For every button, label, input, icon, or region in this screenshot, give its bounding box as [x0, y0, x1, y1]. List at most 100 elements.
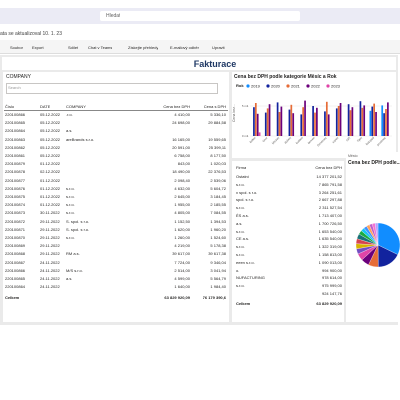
toolbar-item[interactable]: E-mailový odběr: [170, 45, 199, 50]
bar-panel: [232, 72, 396, 158]
bar: [375, 112, 377, 136]
table-cell: 05.12.2022: [40, 144, 61, 150]
bar: [253, 107, 255, 136]
toolbar: [0, 40, 400, 54]
bar: [316, 107, 318, 136]
table-cell: 843,00: [177, 161, 190, 167]
legend-marker: [326, 84, 330, 88]
bar: [254, 103, 257, 136]
y-tick-label: 5 mil.: [242, 104, 249, 108]
table-cell: 1 394,53: [210, 218, 226, 224]
bar: [325, 101, 328, 136]
firm-cell: 1 322 319,00: [318, 244, 342, 250]
search-box[interactable]: [100, 11, 300, 21]
table-cell: 5 564,79: [210, 276, 226, 281]
table-cell: 1 020,03: [210, 161, 226, 167]
table-cell: 19 559,65: [208, 136, 226, 142]
toolbar-item[interactable]: Získejte přehledy: [128, 45, 159, 50]
bar: [327, 114, 330, 136]
bar-chart: Rok 2019 2020 2021 2022 2023 Cena bez... 0 mil.…: [232, 83, 392, 147]
bar: [371, 106, 374, 136]
pie-subtitle: Město: [348, 154, 358, 158]
table-cell: 5 336,10: [210, 112, 226, 117]
table-cell: 05.12.2022: [40, 153, 61, 158]
table-cell: S. spol. s r.o.: [66, 218, 90, 224]
table-cell: 29 884,58: [208, 120, 226, 126]
table-cell: s.r.o.: [66, 235, 75, 240]
bar: [300, 114, 303, 136]
firm-cell: s.r.o.: [236, 283, 245, 289]
table-cell: 2 185,55: [210, 202, 226, 208]
table-cell: 24.11.2022: [40, 259, 60, 265]
firm-cell: ÉS a.s.: [236, 213, 249, 218]
table-cell: 220100869: [5, 243, 26, 249]
toolbar-item[interactable]: Chat v Teams: [88, 45, 113, 50]
slicer-search[interactable]: [6, 83, 218, 94]
firm-cell: 2 667 297,88: [318, 197, 342, 203]
bar: [349, 110, 352, 136]
bar: [292, 113, 295, 136]
table-cell: 25 399,11: [208, 144, 227, 150]
table-cell: 1 260,00: [174, 235, 190, 240]
table-cell: s.r.o.: [66, 210, 75, 216]
bar: [373, 103, 376, 136]
table-cell: 2 645,00: [174, 194, 190, 199]
table-cell: 1 152,50: [174, 218, 190, 224]
table-cell: 1 955,00: [174, 202, 190, 208]
table-cell: .r.o.: [66, 112, 73, 117]
table-total-label: Celkem: [5, 295, 20, 301]
firm-cell: 1 700 726,50: [318, 220, 342, 226]
table-cell: 220100864: [5, 128, 26, 134]
toolbar-item[interactable]: Sdílet: [68, 45, 79, 50]
search-text: Hledat: [106, 13, 121, 19]
table-cell: 9 346,04: [210, 259, 226, 265]
table-cell: 2 514,00: [174, 267, 190, 273]
table-cell: 24 698,00: [172, 120, 190, 126]
table-header: DATE: [40, 104, 51, 109]
bar: [324, 111, 326, 136]
firm-cell: eeen s.r.o.: [236, 259, 255, 265]
x-tick-label: prosinec: [376, 136, 387, 147]
bar: [369, 110, 372, 136]
legend-label: 2019: [251, 84, 261, 89]
table-cell: 220100871: [5, 226, 26, 232]
firm-cell: s.r.o.: [236, 252, 245, 257]
firm-cell: x spol. s r.o.: [236, 189, 258, 195]
header-rule: [4, 110, 228, 111]
table-cell: 18 490,00: [172, 169, 190, 175]
table-cell: 29.11.2022: [40, 251, 60, 257]
table-cell: S. spol. s r.o.: [66, 226, 90, 232]
x-tick-label: březen: [271, 136, 281, 146]
bar: [363, 105, 366, 136]
table-cell: 4 410,00: [174, 112, 190, 117]
firm-cell: 1 713 407,00: [318, 213, 342, 218]
report-title: Fakturace: [193, 59, 237, 69]
table-cell: 29.11.2022: [40, 226, 60, 232]
toolbar-item[interactable]: Export: [32, 45, 44, 50]
table-cell: 5 604,72: [210, 185, 226, 191]
table-cell: 220100872: [5, 218, 26, 224]
firm-cell: 924 147,76: [321, 291, 342, 296]
bar: [290, 104, 293, 136]
firm-panel: [232, 161, 344, 322]
toolbar-item[interactable]: Upravit: [212, 45, 225, 50]
table-cell: 39 617,38: [208, 251, 226, 257]
firm-cell: s.r.o.: [236, 205, 245, 211]
table-cell: 1 960,20: [210, 226, 226, 232]
firm-cell: 2 311 527,54: [318, 205, 342, 211]
x-tick-label: listopad: [365, 136, 375, 146]
table-cell: 01.12.2022: [40, 185, 61, 191]
bar: [387, 102, 389, 136]
x-tick-label: září: [345, 136, 351, 142]
bar: [337, 106, 340, 136]
table-cell: 24.11.2022: [40, 276, 60, 281]
table-cell: 01.12.2022: [40, 202, 61, 208]
bar: [339, 103, 342, 136]
bar: [256, 113, 259, 136]
table-cell: 220100863: [5, 136, 26, 142]
table-cell: s.r.o.: [66, 194, 75, 199]
table-cell: 220100866: [5, 267, 26, 273]
firm-total-label: Celkem: [236, 300, 251, 306]
toolbar-item[interactable]: Soubor: [10, 45, 23, 50]
firm-cell: o.: [236, 267, 240, 273]
